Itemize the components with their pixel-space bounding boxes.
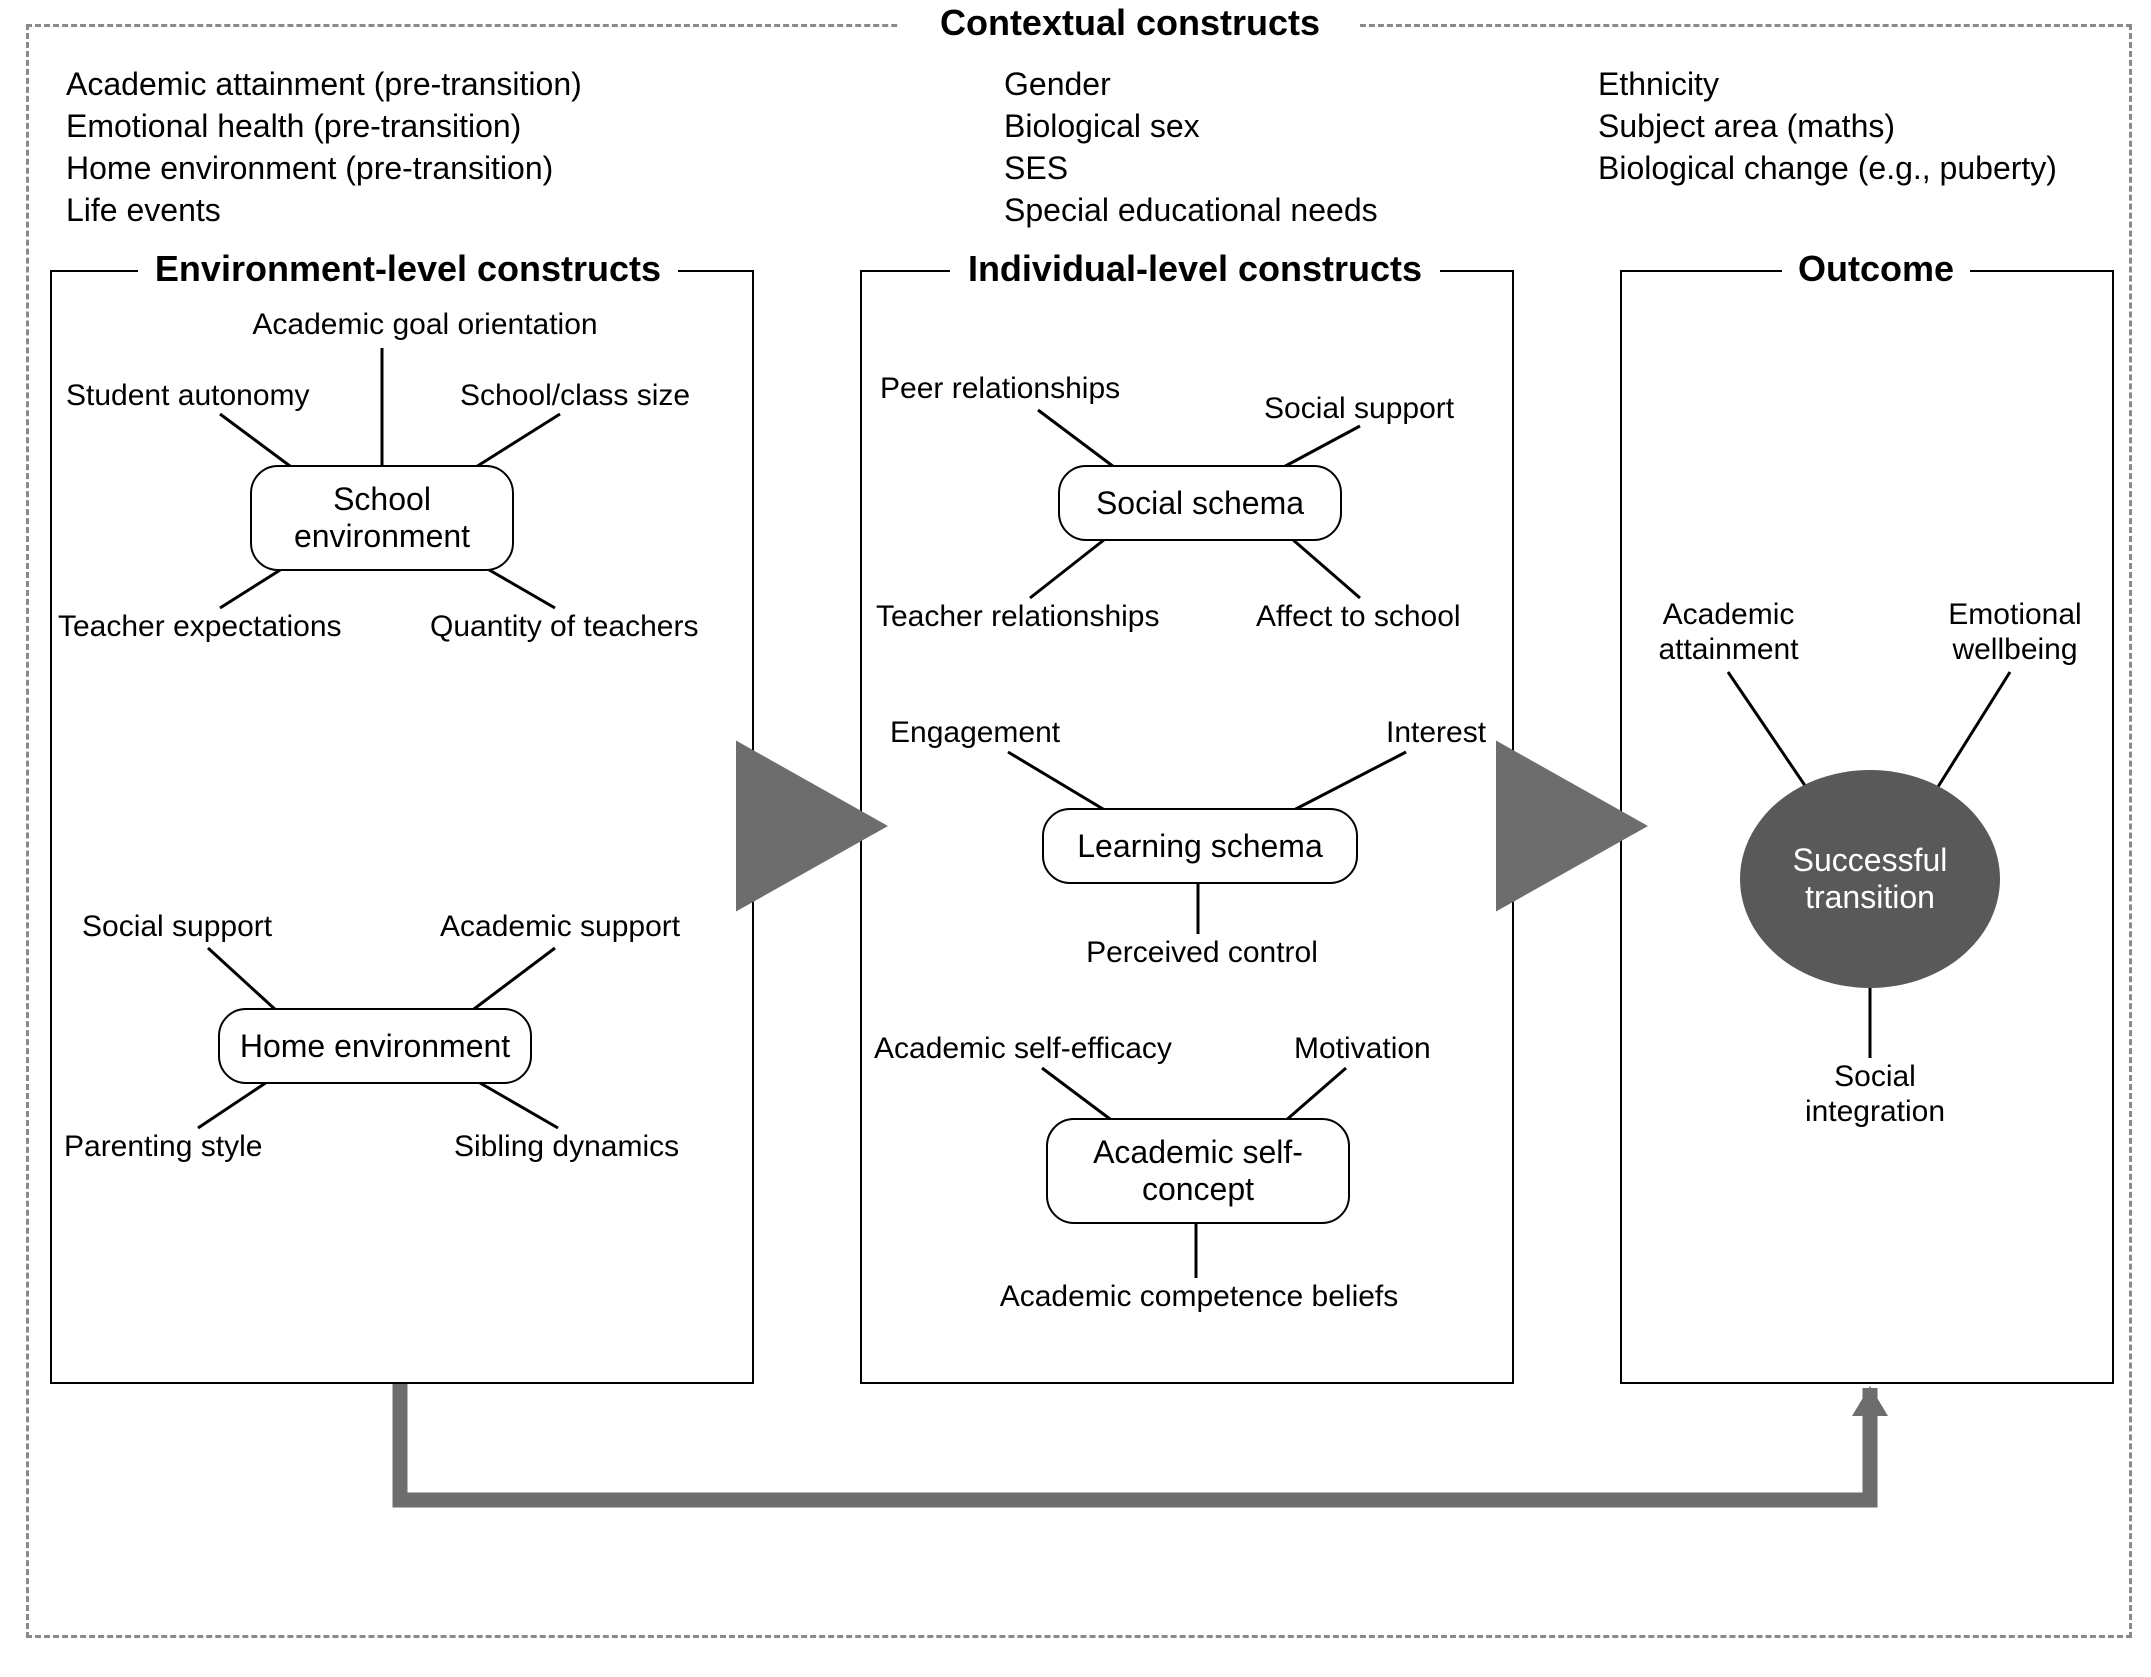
- spoke-label: Interest: [1386, 716, 1506, 751]
- spoke-label: Quantity of teachers: [430, 610, 730, 645]
- context-item: Special educational needs: [1004, 192, 1378, 229]
- spoke-label: Social support: [82, 910, 312, 945]
- panel-env: [50, 270, 754, 1384]
- node-school_env: Schoolenvironment: [250, 465, 514, 571]
- spoke-label: Parenting style: [64, 1130, 294, 1165]
- node-learning_schema: Learning schema: [1042, 808, 1358, 884]
- spoke-label: Teacher relationships: [876, 600, 1186, 635]
- spoke-label: Student autonomy: [66, 379, 346, 414]
- context-item: Biological change (e.g., puberty): [1598, 150, 2057, 187]
- context-item: Life events: [66, 192, 221, 229]
- diagram-stage: Contextual constructs Academic attainment…: [0, 0, 2151, 1677]
- spoke-label: Academic goal orientation: [225, 308, 625, 343]
- context-item: SES: [1004, 150, 1068, 187]
- node-social_schema: Social schema: [1058, 465, 1342, 541]
- spoke-label: Affect to school: [1256, 600, 1496, 635]
- panel-title-env: Environment-level constructs: [138, 248, 678, 290]
- panel-title-ind: Individual-level constructs: [950, 248, 1440, 290]
- spoke-label: Academic self-efficacy: [874, 1032, 1204, 1067]
- spoke-label: Engagement: [890, 716, 1090, 751]
- node-outcome: Successfultransition: [1740, 770, 2000, 988]
- context-item: Emotional health (pre-transition): [66, 108, 521, 145]
- spoke-label: Sibling dynamics: [454, 1130, 704, 1165]
- context-item: Academic attainment (pre-transition): [66, 66, 582, 103]
- spoke-label: Social support: [1264, 392, 1494, 427]
- outer-title: Contextual constructs: [900, 2, 1360, 44]
- spoke-label: Socialintegration: [1790, 1060, 1960, 1129]
- spoke-label: Peer relationships: [880, 372, 1150, 407]
- node-acad_self: Academic self-concept: [1046, 1118, 1350, 1224]
- spoke-label: Motivation: [1294, 1032, 1464, 1067]
- context-item: Biological sex: [1004, 108, 1200, 145]
- context-item: Home environment (pre-transition): [66, 150, 553, 187]
- spoke-label: Emotionalwellbeing: [1930, 598, 2100, 667]
- spoke-label: Academic support: [440, 910, 720, 945]
- spoke-label: Teacher expectations: [58, 610, 368, 645]
- spoke-label: Perceived control: [1072, 936, 1332, 971]
- context-item: Gender: [1004, 66, 1111, 103]
- spoke-label: Academic competence beliefs: [974, 1280, 1424, 1315]
- context-item: Ethnicity: [1598, 66, 1719, 103]
- spoke-label: Academicattainment: [1636, 598, 1821, 667]
- spoke-label: School/class size: [460, 379, 730, 414]
- context-item: Subject area (maths): [1598, 108, 1895, 145]
- node-home_env: Home environment: [218, 1008, 532, 1084]
- panel-title-out: Outcome: [1782, 248, 1970, 290]
